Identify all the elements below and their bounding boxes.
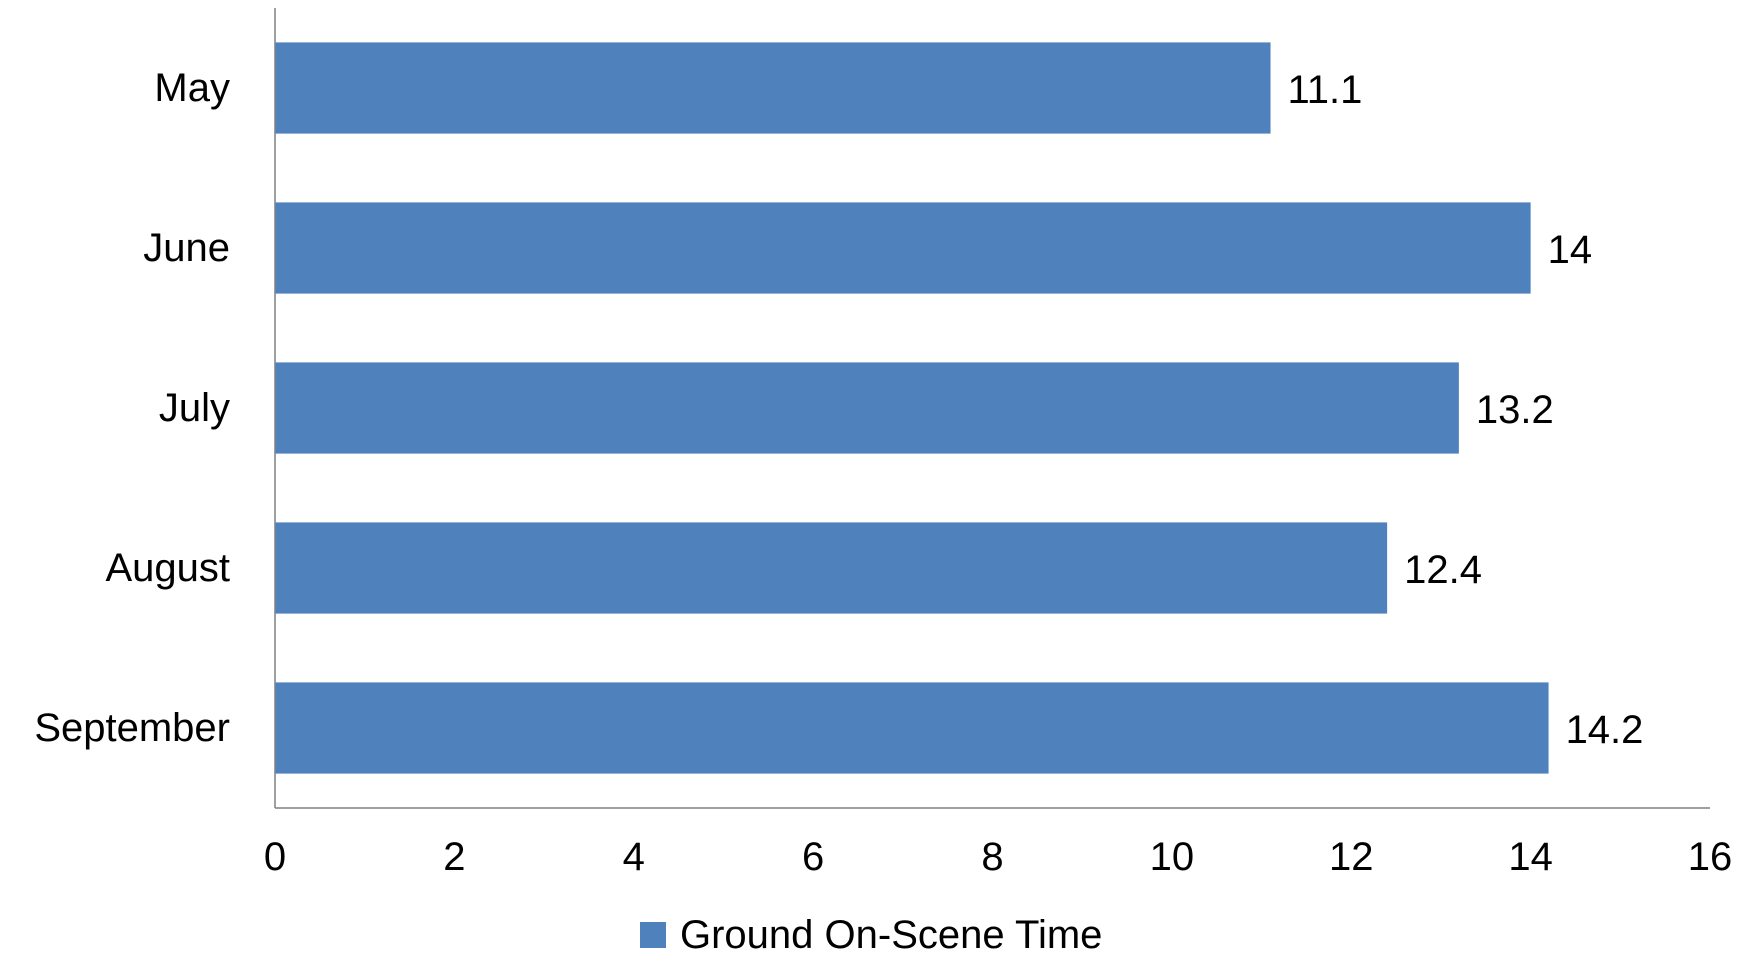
legend-swatch <box>640 922 666 948</box>
x-tick-label-6: 6 <box>802 835 824 879</box>
data-label-june: 14 <box>1548 228 1593 272</box>
data-label-may: 11.1 <box>1288 68 1363 112</box>
labels-layer: May 11.1 June 14 July 13.2 August 12.4 September… <box>34 66 1732 879</box>
x-tick-label-8: 8 <box>981 835 1003 879</box>
bar-may <box>275 42 1271 134</box>
category-label-september: September <box>34 706 230 750</box>
x-tick-label-10: 10 <box>1150 835 1195 879</box>
legend-label: Ground On-Scene Time <box>680 913 1102 957</box>
x-tick-label-0: 0 <box>264 835 286 879</box>
axes-layer <box>274 8 1710 809</box>
bars-layer <box>275 42 1549 774</box>
data-label-august: 12.4 <box>1404 548 1482 592</box>
bar-june <box>275 202 1531 294</box>
category-label-may: May <box>154 66 230 110</box>
category-label-august: August <box>105 546 230 590</box>
x-tick-label-4: 4 <box>623 835 645 879</box>
x-tick-label-16: 16 <box>1688 835 1733 879</box>
data-label-september: 14.2 <box>1566 708 1644 752</box>
category-label-june: June <box>143 226 230 270</box>
bar-august <box>275 522 1388 614</box>
data-label-july: 13.2 <box>1476 388 1554 432</box>
legend: Ground On-Scene Time <box>640 913 1102 957</box>
x-tick-label-14: 14 <box>1508 835 1553 879</box>
x-tick-label-12: 12 <box>1329 835 1374 879</box>
bar-september <box>275 682 1549 774</box>
bar-july <box>275 362 1459 454</box>
x-tick-label-2: 2 <box>443 835 465 879</box>
category-label-july: July <box>159 386 230 430</box>
